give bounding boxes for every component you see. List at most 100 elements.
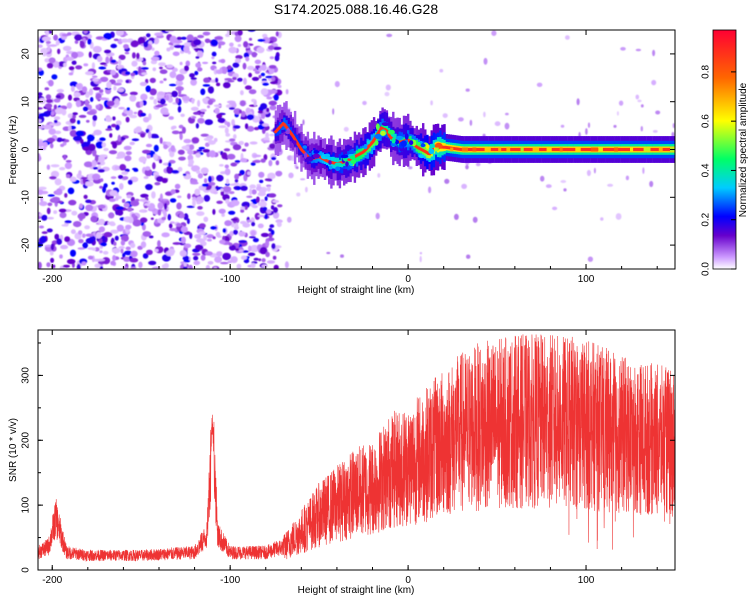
noise-blob	[160, 98, 166, 105]
noise-blob	[169, 150, 175, 158]
noise-blob	[218, 125, 227, 129]
noise-blob	[248, 245, 252, 252]
noise-blob	[102, 250, 109, 255]
noise-speck	[288, 172, 294, 179]
ridge-highlight	[506, 147, 511, 152]
ridge-blob	[328, 165, 333, 170]
noise-blob	[205, 264, 210, 269]
noise-blob	[38, 153, 41, 161]
noise-blob	[76, 263, 81, 269]
noise-blob	[161, 232, 170, 238]
noise-blob	[190, 79, 198, 86]
noise-blob	[215, 77, 219, 83]
noise-blob	[249, 141, 258, 145]
noise-blob	[255, 65, 261, 69]
colorbar-tick-label: 0.0	[701, 262, 712, 276]
noise-blob	[229, 138, 236, 142]
snr-x-tick-label: 0	[405, 575, 411, 586]
noise-blob	[100, 242, 107, 247]
noise-speck	[362, 100, 367, 106]
noise-blob	[111, 123, 117, 128]
noise-blob	[42, 141, 48, 148]
spectrogram-ridge	[273, 101, 675, 189]
noise-blob	[115, 30, 124, 36]
noise-blob	[50, 164, 60, 168]
noise-blob	[228, 107, 235, 110]
noise-blob	[122, 176, 129, 180]
noise-blob	[275, 170, 283, 177]
ridge-highlight	[643, 147, 651, 152]
noise-blob	[91, 247, 97, 251]
noise-blob	[195, 56, 200, 59]
noise-blob	[123, 145, 132, 151]
noise-blob	[270, 81, 278, 85]
noise-blob	[220, 190, 225, 196]
noise-blob	[226, 178, 230, 185]
spectrogram-y-tick-label: -10	[21, 190, 32, 205]
noise-blob	[92, 173, 101, 181]
noise-blob	[247, 65, 255, 71]
noise-blob	[105, 56, 110, 64]
noise-blob	[191, 165, 200, 172]
noise-blob	[178, 88, 182, 96]
noise-speck	[444, 178, 450, 184]
noise-blob	[130, 40, 139, 48]
noise-blob	[125, 224, 132, 230]
noise-blob	[133, 111, 138, 115]
noise-blob	[73, 92, 81, 98]
noise-blob	[197, 173, 203, 179]
noise-blob	[238, 140, 244, 146]
noise-blob	[48, 57, 56, 64]
noise-blob	[69, 176, 77, 182]
noise-blob	[130, 266, 137, 269]
noise-blob	[252, 160, 261, 163]
noise-blob	[246, 114, 255, 120]
noise-blob	[188, 264, 193, 269]
noise-blob	[71, 210, 78, 216]
noise-blob	[106, 100, 115, 107]
noise-blob	[90, 97, 94, 102]
noise-blob	[202, 31, 211, 36]
noise-blob	[227, 153, 236, 160]
noise-blob	[245, 56, 250, 62]
noise-blob	[273, 264, 279, 269]
noise-blob	[172, 51, 180, 57]
noise-speck	[642, 167, 645, 175]
ridge-blob	[312, 153, 320, 159]
colorbar-tick-label: 0.8	[701, 64, 712, 78]
noise-blob	[57, 48, 61, 55]
colorbar-tick-label: 0.4	[701, 163, 712, 177]
noise-blob	[82, 233, 86, 238]
noise-blob	[131, 213, 136, 218]
noise-blob	[169, 221, 175, 224]
ridge-blob	[391, 142, 397, 147]
noise-blob	[125, 116, 130, 123]
noise-blob	[118, 106, 125, 110]
ridge-blob	[292, 140, 297, 146]
noise-blob	[216, 82, 221, 87]
ridge-blob	[374, 133, 382, 139]
noise-blob	[48, 44, 58, 47]
noise-blob	[246, 125, 255, 132]
noise-blob	[166, 64, 174, 69]
noise-blob	[127, 179, 133, 185]
noise-blob	[121, 38, 129, 43]
noise-blob	[92, 114, 98, 122]
noise-speck	[585, 128, 588, 135]
noise-speck	[465, 164, 469, 170]
spectrogram-x-tick-label: 100	[578, 274, 595, 285]
noise-speck	[635, 48, 642, 52]
noise-blob	[75, 100, 81, 108]
noise-blob	[224, 168, 231, 176]
noise-blob	[149, 77, 156, 84]
noise-blob	[171, 90, 178, 98]
noise-blob	[261, 258, 266, 263]
noise-blob	[234, 160, 241, 163]
noise-blob	[50, 170, 60, 178]
noise-blob	[150, 59, 157, 65]
noise-blob	[266, 96, 273, 100]
noise-blob	[66, 174, 71, 179]
ridge-blob	[350, 159, 357, 165]
noise-blob	[125, 151, 132, 156]
noise-blob	[103, 183, 108, 189]
